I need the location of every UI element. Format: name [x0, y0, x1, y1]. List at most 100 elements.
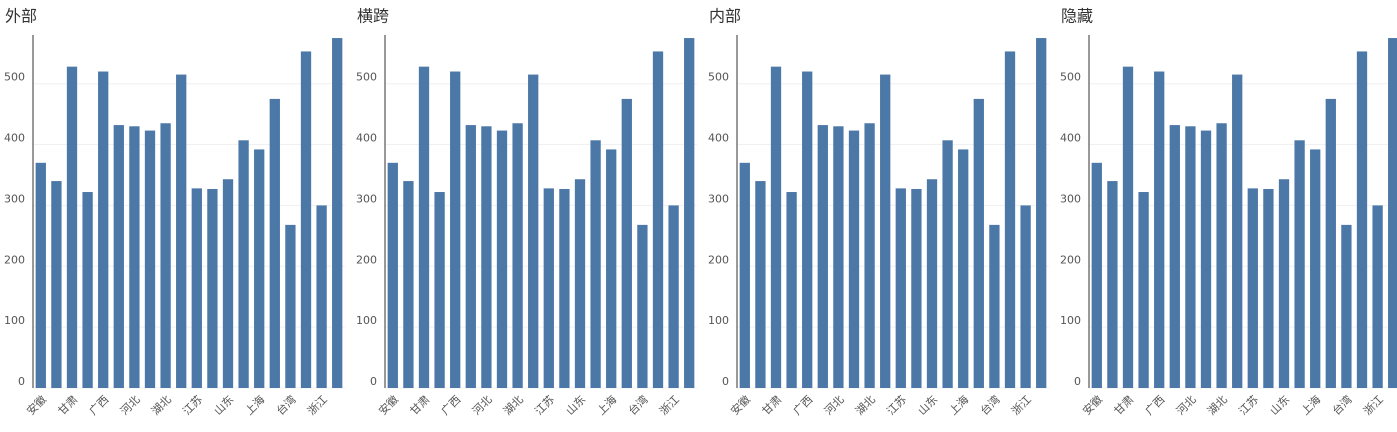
bar [160, 123, 171, 388]
bar [1232, 74, 1243, 388]
bar [1325, 98, 1336, 388]
bar [1107, 181, 1118, 388]
bar [481, 126, 492, 389]
bar [1247, 188, 1258, 388]
x-tick-label: 甘肃 [407, 393, 432, 418]
bar [739, 162, 750, 388]
x-tick-label: 广西 [1143, 393, 1168, 418]
bar [300, 51, 312, 388]
bar [1356, 51, 1368, 388]
x-tick-label: 甘肃 [1111, 393, 1136, 418]
bar [864, 123, 875, 388]
y-tick-label: 200 [708, 253, 729, 266]
y-tick-label: 200 [356, 253, 377, 266]
x-tick-label: 台湾 [273, 392, 298, 417]
bar [770, 66, 782, 388]
x-tick-label: 台湾 [1329, 392, 1354, 417]
y-tick-label: 300 [1060, 192, 1081, 205]
y-tick-label: 0 [722, 375, 729, 388]
bar [51, 181, 62, 388]
y-tick-label: 0 [18, 375, 25, 388]
bar [973, 98, 984, 388]
x-tick-label: 山东 [211, 393, 236, 418]
x-tick-label: 山东 [1267, 393, 1292, 418]
x-tick-label: 河北 [1174, 393, 1199, 418]
bar [316, 205, 327, 388]
y-tick-label: 300 [356, 192, 377, 205]
bar [637, 224, 648, 388]
bar [1263, 188, 1274, 388]
bar [574, 179, 586, 388]
bar [418, 66, 430, 388]
chart: 内部 0 100 200 300 400 500 安徽 甘肃 广西 河北 湖北 江苏 山东 上海 台湾 浙江 [708, 7, 1049, 418]
y-tick-label: 300 [4, 192, 25, 205]
y-tick-label: 400 [708, 132, 729, 145]
bar [606, 149, 617, 388]
bar [113, 125, 124, 388]
chart: 外部 0 100 200 300 400 500 安徽 甘肃 广西 河北 湖北 江苏 山东 上海 台湾 浙江 [4, 7, 345, 418]
y-tick-label: 100 [4, 314, 25, 327]
bar [817, 125, 828, 388]
x-tick-label: 广西 [791, 393, 816, 418]
x-tick-label: 上海 [594, 392, 619, 417]
bar [559, 188, 570, 388]
bar [207, 188, 218, 388]
y-tick-label: 500 [708, 71, 729, 84]
y-tick-label: 0 [370, 375, 377, 388]
x-tick-label: 甘肃 [55, 393, 80, 418]
x-tick-label: 山东 [915, 393, 940, 418]
y-tick-label: 400 [1060, 132, 1081, 145]
bar [387, 162, 398, 388]
bar [1278, 179, 1290, 388]
bar [958, 149, 969, 388]
bar [1122, 66, 1134, 388]
bar [684, 38, 695, 389]
bar [1036, 38, 1047, 389]
bar [1020, 205, 1031, 388]
bar [989, 224, 1000, 388]
y-tick-label: 500 [1060, 71, 1081, 84]
y-tick-label: 400 [4, 132, 25, 145]
bar [285, 224, 296, 388]
x-tick-label: 上海 [1298, 392, 1323, 417]
bar [450, 71, 461, 388]
bar [434, 192, 445, 388]
x-tick-label: 上海 [946, 392, 971, 417]
x-tick-label: 湖北 [501, 393, 526, 418]
bar [786, 192, 797, 388]
bar [82, 192, 93, 388]
x-tick-label: 甘肃 [759, 393, 784, 418]
bar [1185, 126, 1196, 389]
y-tick-label: 400 [356, 132, 377, 145]
bar [332, 38, 343, 389]
y-tick-label: 100 [708, 314, 729, 327]
bar [496, 130, 508, 388]
bar [621, 98, 632, 388]
x-tick-label: 浙江 [657, 393, 682, 418]
bar [1216, 123, 1227, 388]
bar [254, 149, 265, 388]
y-tick-label: 500 [356, 71, 377, 84]
x-tick-label: 浙江 [305, 393, 330, 418]
x-tick-label: 浙江 [1009, 393, 1034, 418]
x-tick-label: 湖北 [1205, 393, 1230, 418]
bar [144, 130, 156, 388]
x-tick-label: 安徽 [376, 392, 401, 417]
chart-title: 横跨 [357, 7, 389, 26]
x-tick-label: 广西 [439, 393, 464, 418]
x-tick-label: 湖北 [853, 393, 878, 418]
bar [222, 179, 234, 388]
x-tick-label: 江苏 [180, 393, 205, 418]
bar [652, 51, 664, 388]
bar [1169, 125, 1180, 388]
bar [1310, 149, 1321, 388]
x-tick-label: 江苏 [884, 393, 909, 418]
bar [191, 188, 202, 388]
x-tick-label: 安徽 [728, 392, 753, 417]
bar [1154, 71, 1165, 388]
x-tick-label: 台湾 [977, 392, 1002, 417]
y-tick-label: 300 [708, 192, 729, 205]
bar [880, 74, 891, 388]
x-tick-label: 河北 [470, 393, 495, 418]
bar [35, 162, 46, 388]
